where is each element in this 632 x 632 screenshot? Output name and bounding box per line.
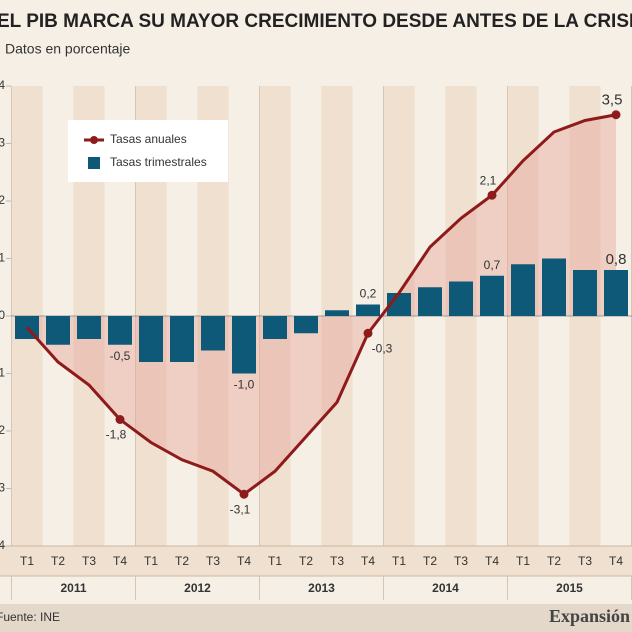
bar-value-label: 0,7 (484, 258, 501, 272)
y-tick-label: 0 (0, 308, 5, 322)
bar (511, 264, 535, 316)
footer (0, 604, 632, 632)
year-label: 2011 (60, 581, 86, 595)
x-tick-label: T3 (454, 554, 468, 568)
bar (232, 316, 256, 374)
bar (542, 258, 566, 316)
x-tick-label: T4 (609, 554, 623, 568)
x-tick-label: T1 (516, 554, 530, 568)
bar (294, 316, 318, 334)
y-tick-label: 4 (0, 78, 5, 92)
y-tick-label: 1 (0, 251, 5, 265)
x-tick-label: T3 (206, 554, 220, 568)
legend-label: Tasas anuales (110, 132, 187, 146)
bar (201, 316, 225, 351)
brand: Expansión (549, 606, 630, 626)
bar-value-label: 0,8 (606, 251, 627, 268)
category-row (0, 546, 632, 576)
x-tick-label: T3 (578, 554, 592, 568)
line-marker (239, 489, 249, 499)
year-label: 2013 (308, 581, 335, 595)
y-tick-label: -4 (0, 538, 5, 552)
x-tick-label: T1 (268, 554, 282, 568)
year-label: 2014 (432, 581, 459, 595)
legend-label: Tasas trimestrales (110, 155, 207, 169)
x-tick-label: T2 (299, 554, 313, 568)
x-tick-label: T2 (547, 554, 561, 568)
bar (77, 316, 101, 339)
bar (108, 316, 132, 345)
x-tick-label: T1 (392, 554, 406, 568)
bar (325, 310, 349, 316)
y-tick-label: 2 (0, 193, 5, 207)
x-tick-label: T4 (361, 554, 375, 568)
line (25, 113, 617, 497)
bar (139, 316, 163, 362)
x-tick-label: T2 (51, 554, 65, 568)
legend-swatch (88, 157, 100, 169)
x-tick-label: T4 (485, 554, 499, 568)
bar (418, 287, 442, 316)
bar (573, 270, 597, 316)
legend-box (68, 120, 228, 182)
y-tick-label: 3 (0, 136, 5, 150)
x-tick-label: T1 (144, 554, 158, 568)
x-tick-label: T3 (82, 554, 96, 568)
line-value-label: -1,8 (106, 428, 127, 442)
line-value-label: 2,1 (480, 173, 497, 187)
chart-subtitle: Datos en porcentaje (5, 41, 131, 57)
x-tick-label: T4 (237, 554, 251, 568)
x-tick-label: T2 (175, 554, 189, 568)
x-tick-label: T3 (330, 554, 344, 568)
bar (604, 270, 628, 316)
x-tick-label: T1 (20, 554, 34, 568)
bar (263, 316, 287, 339)
line-marker (611, 110, 621, 120)
line-marker (115, 415, 125, 424)
bar (46, 316, 70, 345)
bar (170, 316, 194, 362)
bar (480, 275, 504, 316)
bar-value-label: -1,0 (234, 378, 255, 392)
bar-value-label: -0,5 (110, 349, 131, 363)
chart-title: EL PIB MARCA SU MAYOR CRECIMIENTO DESDE … (0, 11, 632, 32)
x-tick-label: T2 (423, 554, 437, 568)
source: Fuente: INE (0, 610, 60, 624)
y-tick-label: -3 (0, 481, 5, 495)
year-label: 2012 (184, 581, 211, 595)
x-tick-label: T4 (113, 554, 127, 568)
line-value-label: -0,3 (372, 341, 393, 355)
area-fill (27, 114, 616, 495)
bar (449, 281, 473, 316)
bar-value-label: 0,2 (360, 287, 377, 301)
line-value-label: -3,1 (230, 502, 251, 516)
line-value-label: 3,5 (602, 92, 623, 109)
year-label: 2015 (556, 581, 583, 595)
bar (356, 304, 380, 316)
y-tick-label: -1 (0, 366, 5, 380)
line-marker (363, 328, 373, 338)
legend-marker (90, 136, 98, 144)
y-tick-label: -2 (0, 423, 5, 437)
line-marker (487, 190, 497, 200)
